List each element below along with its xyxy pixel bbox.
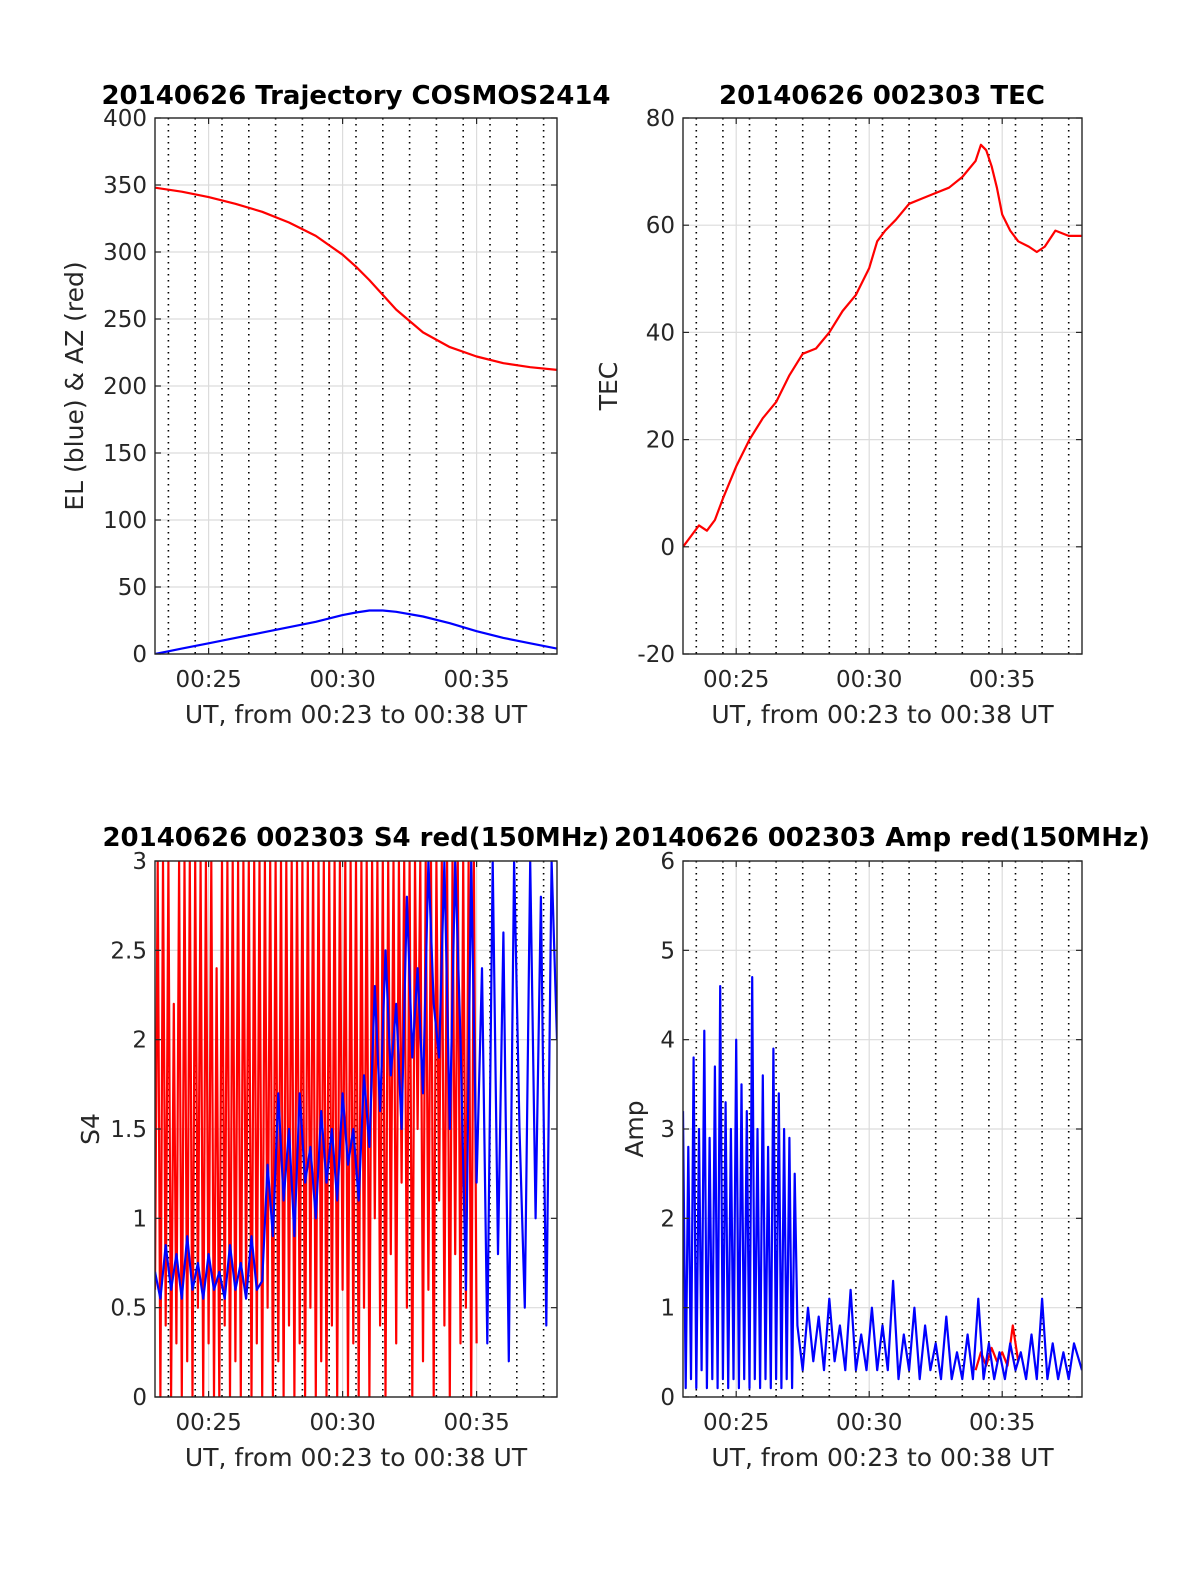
series-line-red [683, 143, 1082, 548]
y-tick-label: 0 [660, 535, 675, 561]
series-line-blue [155, 609, 557, 654]
y-axis-label: S4 [76, 1113, 105, 1145]
y-tick-label: 2.5 [110, 938, 147, 964]
amp-panel: 0 1 2 3 4 5 6 00:25 00:30 00:35 20140626 002303 Am… [614, 823, 1150, 1472]
x-axis-label: UT, from 00:23 to 00:38 UT [711, 700, 1054, 729]
x-tick-label: 00:30 [836, 1410, 902, 1436]
x-tick-label: 00:25 [703, 1410, 769, 1436]
tec-panel: -20 0 20 40 60 80 00:25 00:30 00:35 20140626 0023… [594, 81, 1083, 729]
y-tick-label: 50 [118, 575, 147, 601]
y-tick-label: 20 [646, 428, 675, 454]
x-tick-label: 00:30 [309, 1410, 375, 1436]
y-tick-label: 40 [646, 320, 675, 346]
y-tick-label: 3 [660, 1117, 675, 1143]
x-tick-label: 00:30 [836, 667, 902, 693]
y-tick-label: 5 [660, 938, 675, 964]
x-tick-label: 00:35 [443, 667, 509, 693]
series-line-red [155, 186, 557, 371]
trajectory-panel: 0 50 100 150 200 250 300 350 400 00:25 00:30 00:35 2… [60, 81, 611, 729]
chart-title: 20140626 002303 TEC [719, 81, 1045, 111]
y-tick-label: 0 [132, 1385, 147, 1411]
y-tick-label: 150 [103, 441, 147, 467]
y-tick-label: 200 [103, 374, 147, 400]
chart-title: 20140626 002303 S4 red(150MHz) [102, 823, 609, 853]
s4-panel: 0 0.5 1 1.5 2 2.5 3 00:25 00:30 00:35 20140626 002… [76, 823, 610, 1472]
x-tick-label: 00:35 [443, 1410, 509, 1436]
y-tick-label: 400 [103, 106, 147, 132]
y-tick-label: 250 [103, 307, 147, 333]
y-axis-label: TEC [594, 362, 623, 412]
x-tick-label: 00:35 [969, 667, 1035, 693]
y-axis-label: Amp [620, 1100, 649, 1157]
y-tick-label: 2 [132, 1028, 147, 1054]
y-tick-label: 2 [660, 1206, 675, 1232]
x-tick-label: 00:35 [969, 1410, 1035, 1436]
plot-area [683, 118, 1082, 654]
y-tick-label: 1.5 [110, 1117, 147, 1143]
chart-title: 20140626 Trajectory COSMOS2414 [101, 81, 610, 111]
x-tick-label: 00:30 [309, 667, 375, 693]
y-tick-label: 1 [660, 1296, 675, 1322]
y-tick-label: 0.5 [110, 1296, 147, 1322]
x-tick-label: 00:25 [703, 667, 769, 693]
chart-title: 20140626 002303 Amp red(150MHz) [614, 823, 1150, 853]
axes-box [682, 117, 1083, 655]
y-axis-label: EL (blue) & AZ (red) [60, 261, 89, 510]
y-tick-label: 6 [660, 849, 675, 875]
y-tick-label: 1 [132, 1206, 147, 1232]
y-tick-label: 0 [132, 642, 147, 668]
y-tick-label: 100 [103, 508, 147, 534]
y-tick-label: 0 [660, 1385, 675, 1411]
series-line-blue [683, 975, 1082, 1390]
y-tick-label: 350 [103, 173, 147, 199]
y-tick-label: 300 [103, 240, 147, 266]
series-line-blue [155, 861, 557, 1363]
y-tick-label: 3 [132, 849, 147, 875]
y-tick-label: 80 [646, 106, 675, 132]
y-tick-label: 60 [646, 213, 675, 239]
series-line-red [155, 861, 478, 1397]
y-tick-label: 4 [660, 1028, 675, 1054]
x-axis-label: UT, from 00:23 to 00:38 UT [711, 1443, 1054, 1472]
y-tick-label: -20 [637, 642, 675, 668]
x-axis-label: UT, from 00:23 to 00:38 UT [185, 1443, 528, 1472]
x-tick-label: 00:25 [175, 1410, 241, 1436]
x-tick-label: 00:25 [175, 667, 241, 693]
x-axis-label: UT, from 00:23 to 00:38 UT [185, 700, 528, 729]
